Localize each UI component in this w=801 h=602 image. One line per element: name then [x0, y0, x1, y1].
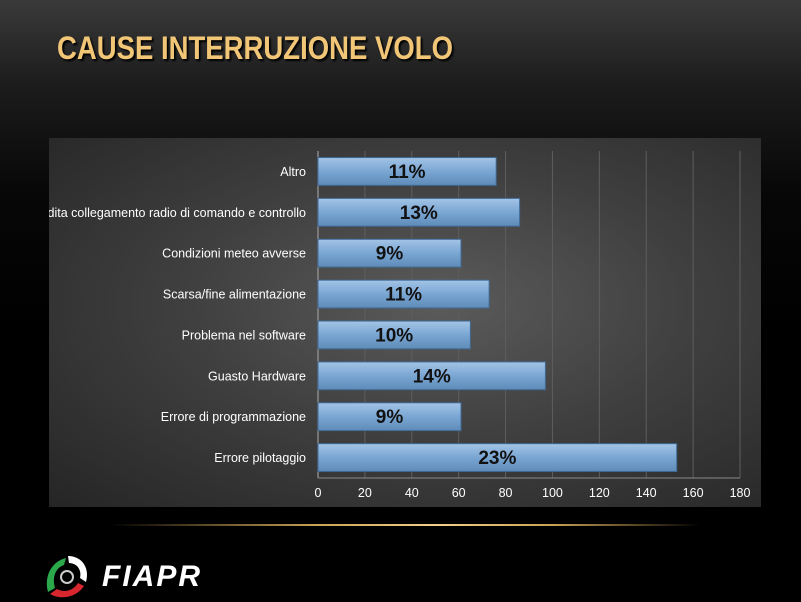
x-tick-label: 160 [683, 486, 704, 500]
x-tick-labels: 0 20 40 60 80 100 120 140 160 180 [315, 486, 751, 500]
bar [317, 197, 521, 227]
bar-data-label: 14% [413, 366, 451, 387]
chart-panel: 11% 13% 9% 11% 10% 14% 9% 23% Altro Perdita coll… [49, 138, 761, 507]
x-tick-label: 0 [315, 486, 322, 500]
category-label: Condizioni meteo avverse [162, 247, 306, 261]
bar-data-label: 13% [400, 203, 438, 224]
category-label: Perdita collegamento radio di comando e … [49, 206, 306, 220]
bar [317, 157, 497, 186]
fiapr-logo: FIAPR [40, 552, 280, 602]
x-tick-label: 60 [452, 486, 466, 500]
slide-title: CAUSE INTERRUZIONE VOLO [57, 30, 454, 66]
logo-text: FIAPR [102, 560, 202, 593]
bar [317, 443, 678, 472]
bar [317, 361, 546, 391]
x-tick-label: 140 [636, 486, 657, 500]
bar [317, 402, 462, 432]
x-tick-label: 20 [358, 486, 372, 500]
category-label: Altro [280, 165, 306, 179]
bar-data-label: 11% [385, 285, 422, 306]
category-label: Guasto Hardware [208, 369, 306, 383]
x-tick-label: 40 [405, 486, 419, 500]
fiapr-logo-mark-icon [46, 556, 88, 598]
bar [317, 279, 490, 309]
category-label: Scarsa/fine alimentazione [163, 288, 306, 302]
category-label: Errore pilotaggio [214, 451, 306, 465]
bar-chart: 11% 13% 9% 11% 10%14% 9% 23% Altro Perdita coll… [49, 151, 751, 500]
x-tick-label: 80 [499, 486, 513, 500]
x-tick-label: 100 [542, 486, 563, 500]
category-labels: Altro Perdita collegamento radio di coman… [49, 165, 306, 465]
category-label: Problema nel software [182, 328, 306, 342]
category-label: Errore di programmazione [161, 410, 306, 424]
x-tick-label: 180 [730, 486, 751, 500]
bar-data-label: 23% [478, 448, 516, 469]
divider-line [110, 524, 700, 526]
bar-data-label: 10% [375, 325, 413, 346]
bar-data-label: 9% [376, 244, 404, 265]
bars: 11% 13% 9% 11% 10%14% 9% 23% [317, 157, 678, 472]
bar-data-label: 11% [389, 162, 426, 183]
bar-data-label: 9% [376, 407, 404, 428]
bar [317, 238, 462, 268]
x-tick-label: 120 [589, 486, 610, 500]
bar [317, 320, 471, 350]
